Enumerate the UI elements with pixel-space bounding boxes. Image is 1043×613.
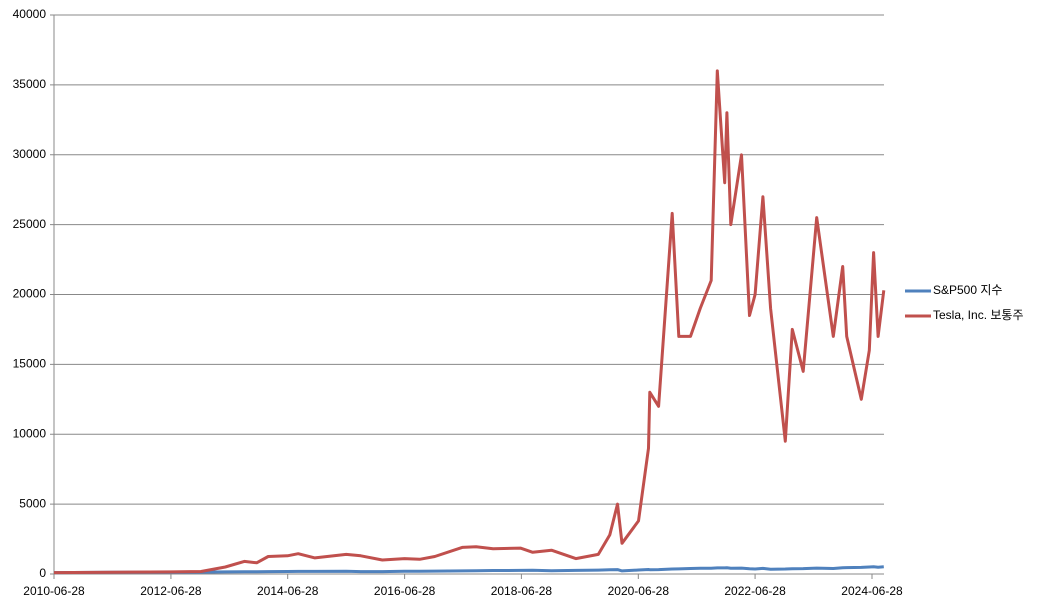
series-line bbox=[53, 565, 884, 575]
y-tick-label: 15000 bbox=[13, 357, 47, 371]
y-tick-label: 25000 bbox=[13, 217, 47, 231]
y-tick-label: 20000 bbox=[13, 287, 47, 301]
x-tick-label: 2010-06-28 bbox=[23, 584, 85, 598]
legend-label: Tesla, Inc. 보통주 bbox=[933, 308, 1023, 322]
x-tick-label: 2016-06-28 bbox=[374, 584, 436, 598]
x-tick-label: 2012-06-28 bbox=[140, 584, 202, 598]
x-tick-label: 2018-06-28 bbox=[491, 584, 553, 598]
y-tick-label: 30000 bbox=[13, 147, 47, 161]
legend-label: S&P500 지수 bbox=[933, 283, 1002, 297]
y-tick-label: 10000 bbox=[13, 426, 47, 440]
x-tick-label: 2014-06-28 bbox=[257, 584, 319, 598]
x-tick-label: 2022-06-28 bbox=[724, 584, 786, 598]
y-tick-label: 5000 bbox=[19, 496, 46, 510]
y-tick-label: 40000 bbox=[13, 7, 47, 21]
y-tick-label: 35000 bbox=[13, 77, 47, 91]
x-tick-label: 2020-06-28 bbox=[608, 584, 670, 598]
series-line bbox=[53, 69, 886, 575]
y-tick-label: 0 bbox=[39, 566, 46, 580]
x-tick-label: 2024-06-28 bbox=[841, 584, 903, 598]
